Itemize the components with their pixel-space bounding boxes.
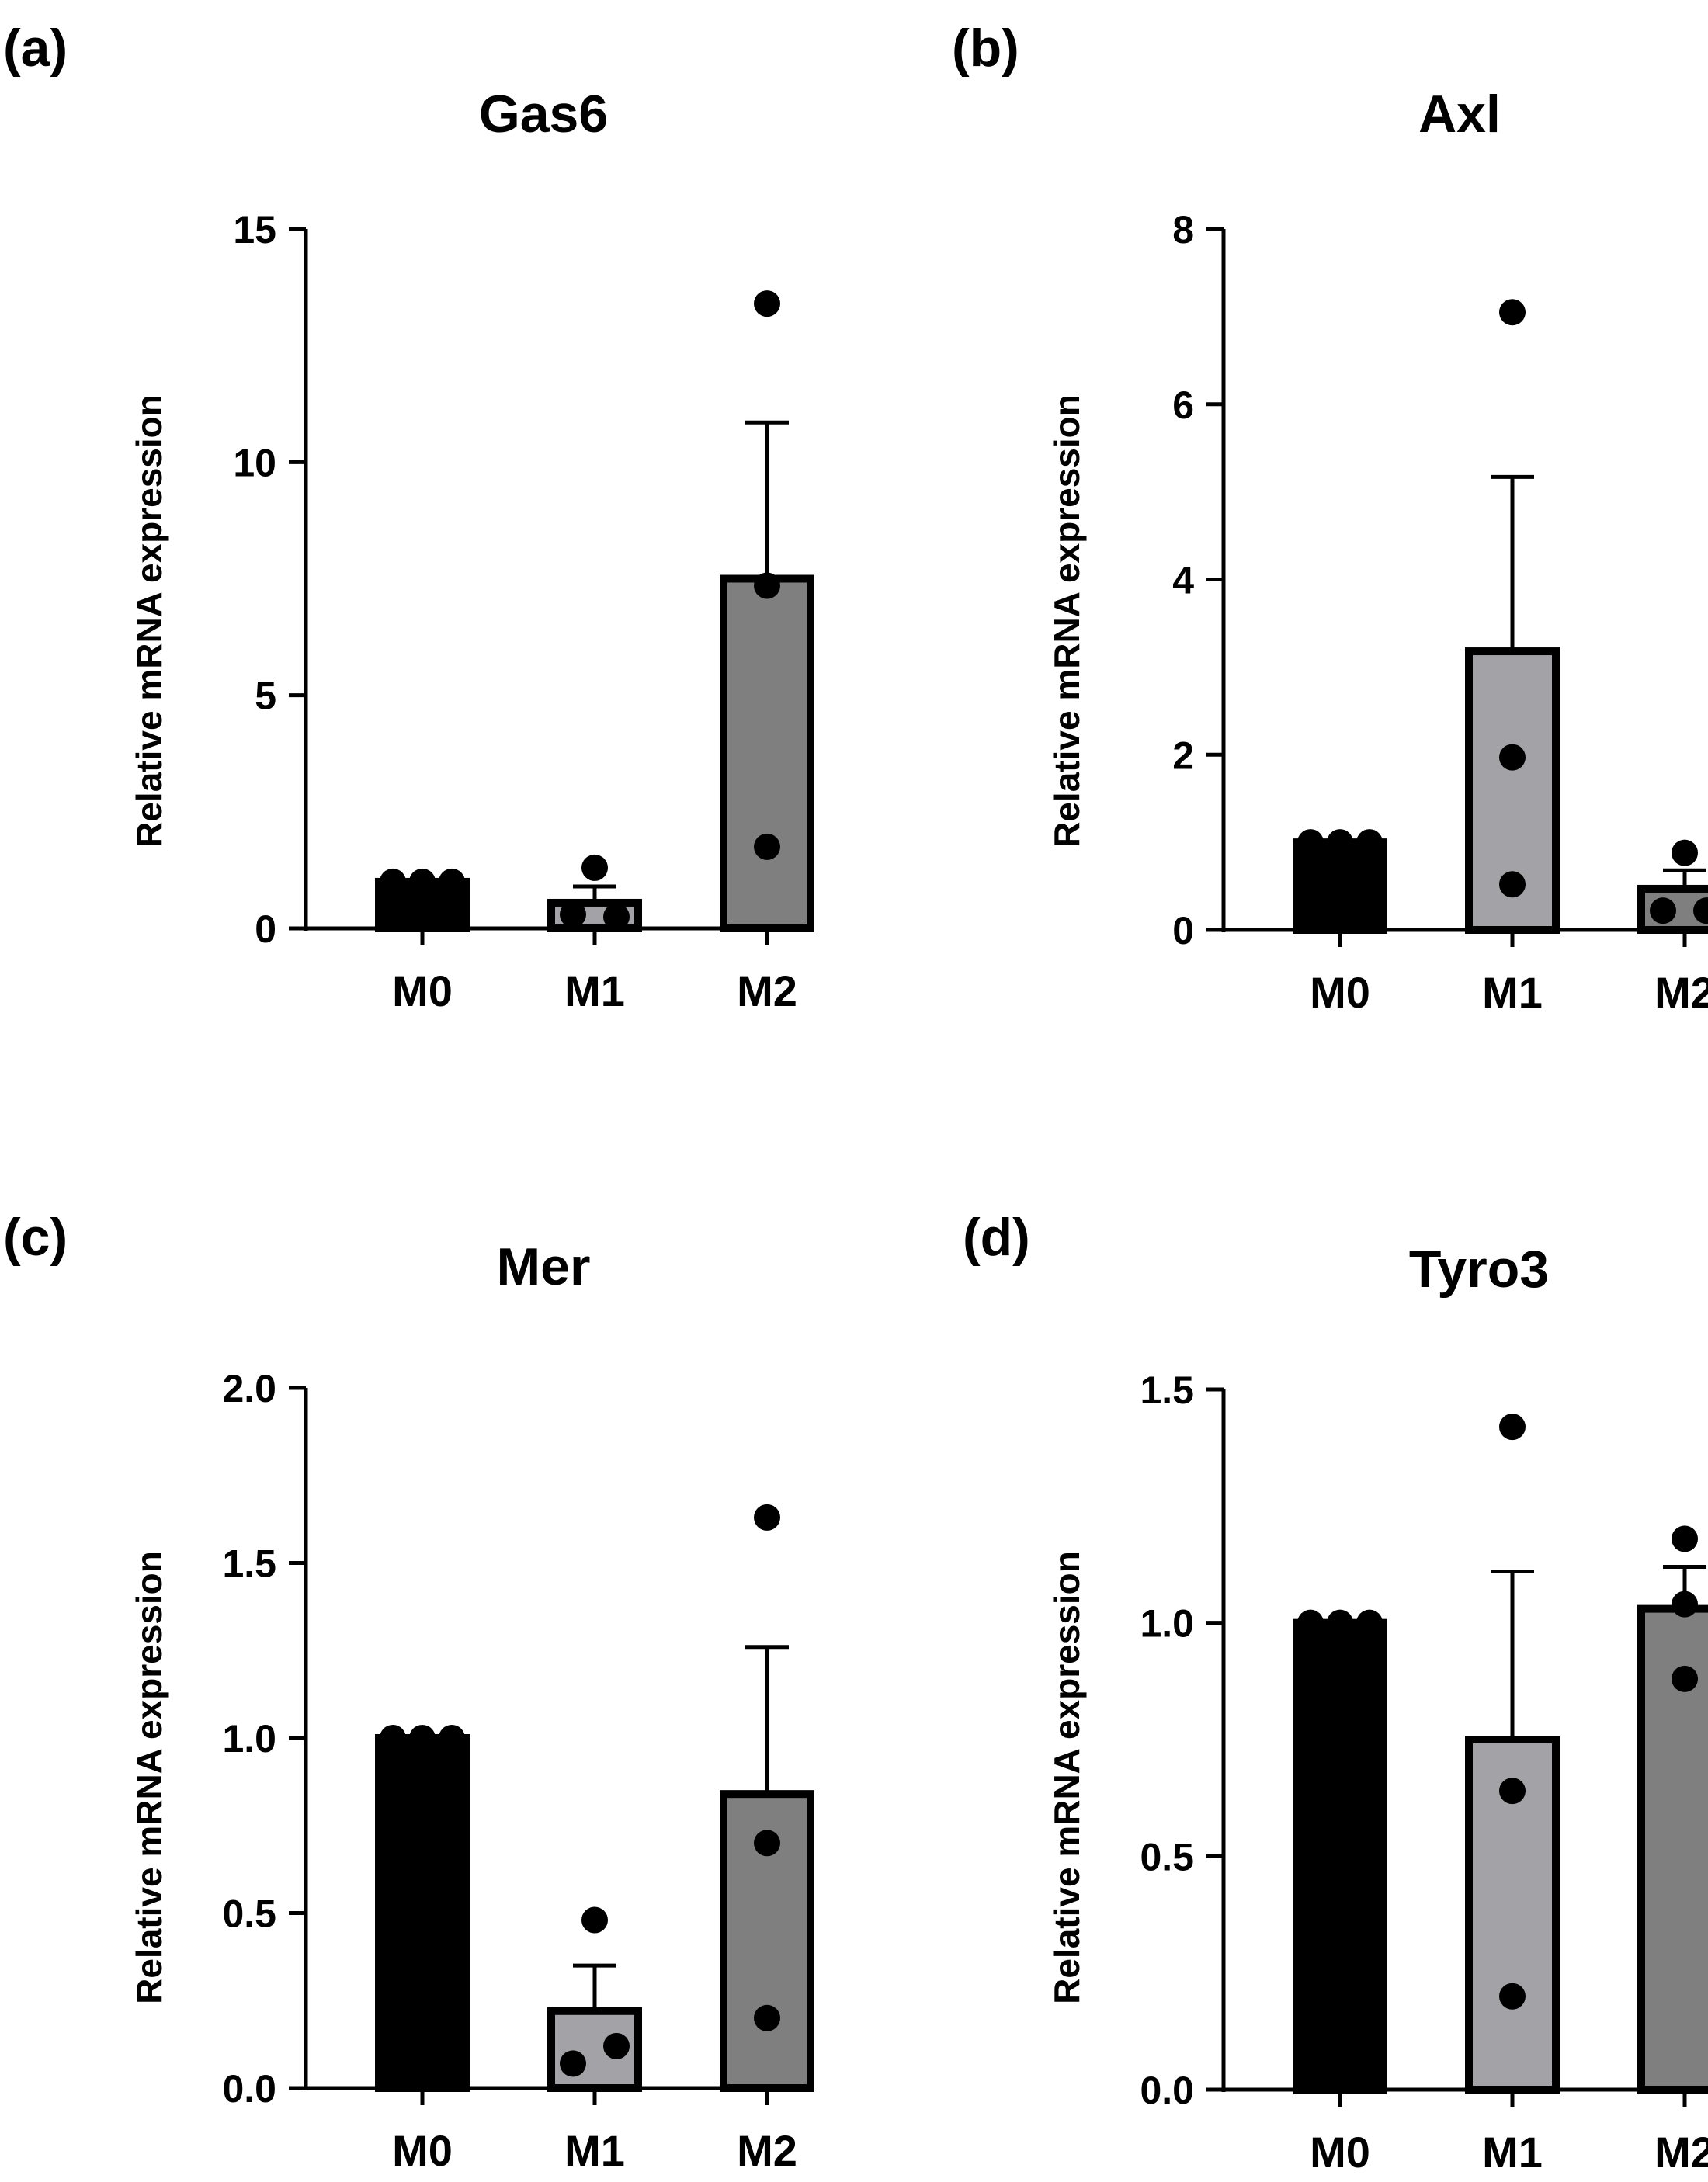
panel-c-point-m1-2 (560, 2050, 586, 2077)
panel-b-point-m1-2 (1499, 744, 1526, 771)
panel-c-x-tick-label-m1: M1 (564, 2126, 625, 2175)
panel-d-y-tick-label: 0.5 (1140, 1835, 1194, 1878)
panel-c-y-tick-label: 2.0 (222, 1367, 276, 1410)
panel-c-plot: 0.0 0.5 1.0 1.5 2.0 M0 M1 M2 (222, 1367, 814, 2175)
panel-b-x-tick-label-m2: M2 (1654, 968, 1708, 1017)
panel-a-bar-m2 (720, 574, 814, 932)
panel-a-point-m1-1 (581, 854, 608, 881)
panel-b-y-axis-label: Relative mRNA expression (1047, 394, 1087, 848)
panel-b-y-tick-label: 0 (1172, 909, 1194, 952)
panel-b-y-tick-label: 6 (1172, 383, 1194, 427)
panel-c-y-tick-label: 1.5 (222, 1542, 276, 1586)
panel-c-y-tick-label: 0.5 (222, 1892, 276, 1936)
panel-d-point-m0-2 (1327, 1609, 1353, 1636)
panel-b-point-m2-2 (1650, 897, 1676, 924)
panel-c-y-tick-label: 1.0 (222, 1717, 276, 1761)
panel-c-point-m0-3 (439, 1725, 465, 1751)
panel-a-y-tick-label: 15 (233, 208, 276, 252)
panel-a-title: Gas6 (479, 85, 608, 144)
panel-b-point-m1-3 (1499, 871, 1526, 898)
panel-c-point-m2-2 (754, 1830, 780, 1857)
panel-d-point-m2-1 (1672, 1525, 1698, 1552)
panel-a-point-m2-3 (754, 833, 780, 860)
panel-b-bar-m0 (1293, 838, 1387, 934)
panel-a-point-m2-1 (754, 290, 780, 317)
panel-b-x-tick-label-m0: M0 (1310, 968, 1370, 1017)
panel-a: (a) Gas6 Relative mRNA expression 0 5 10 15… (3, 19, 814, 1015)
panel-b-point-m0-2 (1327, 829, 1353, 856)
panel-d-y-tick-label: 0.0 (1140, 2069, 1194, 2112)
panel-c-y-axis-label: Relative mRNA expression (129, 1551, 169, 2004)
panel-c-point-m1-1 (581, 1906, 608, 1934)
panel-c: (c) Mer Relative mRNA expression 0.0 0.5 1… (3, 1208, 814, 2175)
panel-a-x-tick-label-m2: M2 (737, 966, 797, 1015)
panel-d-bar-m0 (1293, 1618, 1387, 2094)
panel-c-x-tick-label-m2: M2 (737, 2126, 797, 2175)
panel-a-x-tick-label-m0: M0 (392, 966, 453, 1015)
panel-b: (b) Axl Relative mRNA expression 0 2 4 6 8 M0… (952, 19, 1708, 1017)
panel-b-point-m1-1 (1499, 299, 1526, 326)
panel-d-y-tick-label: 1.5 (1140, 1369, 1194, 1412)
panel-d-point-m1-1 (1499, 1414, 1526, 1441)
panel-a-point-m0-1 (380, 868, 406, 895)
panel-b-point-m0-3 (1356, 829, 1383, 856)
panel-d-point-m0-3 (1356, 1609, 1383, 1636)
panel-d-point-m0-1 (1297, 1609, 1324, 1636)
panel-d-y-tick-label: 1.0 (1140, 1602, 1194, 1646)
panel-a-point-m1-3 (603, 903, 630, 930)
panel-c-label: (c) (3, 1208, 68, 1267)
panel-d-point-m2-3 (1672, 1665, 1698, 1692)
panel-a-point-m1-2 (560, 900, 586, 928)
panel-d-x-tick-label-m0: M0 (1310, 2128, 1370, 2177)
panel-d-label: (d) (963, 1208, 1030, 1267)
panel-b-y-tick-label: 8 (1172, 208, 1194, 252)
panel-d-point-m2-2 (1672, 1591, 1698, 1618)
panel-b-title: Axl (1418, 85, 1501, 144)
panel-a-x-tick-label-m1: M1 (564, 966, 625, 1015)
panel-b-label: (b) (952, 19, 1019, 78)
panel-a-y-tick-label: 0 (255, 907, 276, 951)
panel-a-y-axis-label: Relative mRNA expression (129, 394, 169, 848)
panel-a-point-m2-2 (754, 572, 780, 599)
panel-d-point-m1-3 (1499, 1983, 1526, 2010)
panel-c-point-m0-1 (380, 1725, 406, 1751)
panel-a-label: (a) (3, 19, 68, 78)
panel-c-y-tick-label: 0.0 (222, 2067, 276, 2111)
panel-d: (d) Tyro3 Relative mRNA expression 0.00.… (963, 1208, 1708, 2177)
panel-b-point-m2-3 (1693, 897, 1708, 924)
panel-c-point-m2-3 (754, 2004, 780, 2031)
panel-a-plot: 0 5 10 15 M0 M1 M2 (233, 208, 814, 1015)
panel-d-x-tick-label-m2: M2 (1654, 2128, 1708, 2177)
panel-a-point-m0-3 (439, 868, 465, 895)
panel-d-x-tick-label-m1: M1 (1482, 2128, 1543, 2177)
panel-c-title: Mer (497, 1237, 591, 1296)
panel-b-y-tick-label: 2 (1172, 734, 1194, 777)
panel-b-x-tick-label-m1: M1 (1482, 968, 1543, 1017)
panel-d-y-axis-label: Relative mRNA expression (1047, 1551, 1087, 2004)
panel-a-y-tick-label: 5 (255, 675, 276, 718)
panel-c-x-tick-label-m0: M0 (392, 2126, 453, 2175)
panel-c-bar-m0 (375, 1734, 470, 2092)
panel-d-plot: 0.0 0.5 1.0 1.5 M0 M1 M2 (1140, 1369, 1708, 2177)
panel-c-point-m2-1 (754, 1504, 780, 1531)
panel-c-point-m1-3 (603, 2032, 630, 2059)
panel-b-plot: 0 2 4 6 8 M0 M1 M2 (1172, 208, 1708, 1017)
panel-d-title: Tyro3 (1409, 1240, 1549, 1299)
panel-c-point-m0-2 (409, 1725, 436, 1751)
panel-d-point-m1-2 (1499, 1778, 1526, 1805)
panel-a-y-tick-label: 10 (233, 441, 276, 484)
panel-b-y-tick-label: 4 (1172, 559, 1194, 602)
panel-b-point-m0-1 (1297, 829, 1324, 856)
panel-b-point-m2-1 (1672, 839, 1698, 866)
panel-a-point-m0-2 (409, 868, 436, 895)
